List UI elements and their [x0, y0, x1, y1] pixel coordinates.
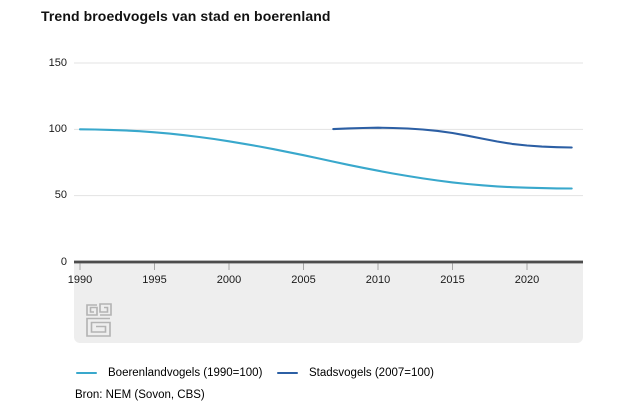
- legend-label-city: Stadsvogels (2007=100): [309, 367, 434, 379]
- x-axis-label-2000: 2000: [216, 274, 242, 286]
- y-axis-label-50: 50: [54, 189, 67, 202]
- x-axis-label-1990: 1990: [67, 274, 93, 286]
- x-axis-line: [74, 260, 583, 264]
- city-line-swatch-icon: [277, 371, 298, 375]
- legend-item-farmland: Boerenlandvogels (1990=100): [76, 366, 262, 380]
- x-axis-label-2020: 2020: [514, 274, 540, 286]
- x-axis-label-2015: 2015: [440, 274, 465, 286]
- y-axis-label-100: 100: [48, 122, 67, 135]
- y-axis-label-150: 150: [48, 56, 67, 69]
- x-axis-label-1995: 1995: [142, 274, 167, 286]
- x-axis-band: [74, 263, 583, 343]
- series-line-city: [332, 126, 573, 149]
- legend-item-city: Stadsvogels (2007=100): [277, 366, 434, 380]
- source-note: Bron: NEM (Sovon, CBS): [75, 389, 205, 401]
- legend-label-farmland: Boerenlandvogels (1990=100): [108, 367, 263, 379]
- chart-title: Trend broedvogels van stad en boerenland: [41, 8, 331, 24]
- farmland-line-swatch-icon: [76, 371, 97, 375]
- y-axis-label-0: 0: [60, 255, 67, 268]
- x-axis-label-2010: 2010: [365, 274, 391, 286]
- x-axis-label-2005: 2005: [291, 274, 316, 286]
- cbs-logo: [86, 303, 112, 337]
- series-line-farmland: [78, 128, 573, 190]
